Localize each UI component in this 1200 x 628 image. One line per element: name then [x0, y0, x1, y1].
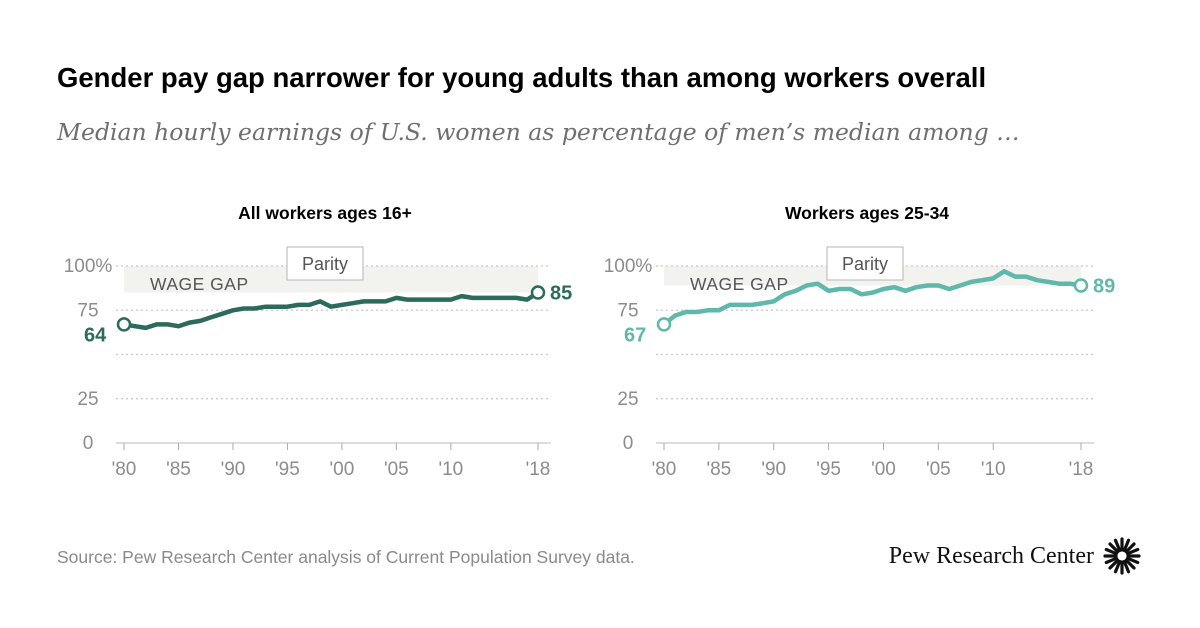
- panel1-ytick-label: 0: [83, 433, 94, 454]
- panel1-title: All workers ages 16+: [238, 203, 412, 223]
- panel1-parity-label: Parity: [302, 254, 348, 274]
- panel1-xtick-label: '10: [438, 459, 463, 480]
- panel2-xtick-label: '18: [1069, 459, 1094, 480]
- panel1-series-line: [121, 290, 541, 331]
- panel2-start-value-label: 67: [624, 324, 646, 346]
- panel2-parity-box: [826, 246, 904, 281]
- panel2-ytick-label: 100%: [604, 256, 653, 277]
- sunburst-ray: [1125, 556, 1140, 565]
- panel1-xtick-label: '18: [526, 459, 551, 480]
- panel2-xtick-label: '80: [652, 459, 677, 480]
- sunburst-ray: [1108, 542, 1120, 554]
- sunburst-ray: [1113, 559, 1122, 574]
- panel1-xtick-label: '85: [166, 459, 191, 480]
- sunburst-ray: [1122, 559, 1131, 574]
- panel1-ytick-label: 25: [77, 389, 98, 410]
- sunburst-ray: [1124, 542, 1136, 554]
- panel2-xtick-label: '10: [981, 459, 1006, 480]
- logo-text: Pew Research Center: [888, 542, 1094, 569]
- panel2-title: Workers ages 25-34: [785, 203, 949, 223]
- panel2-xtick-label: '95: [816, 459, 841, 480]
- panel2-ytick-label: 75: [617, 300, 638, 321]
- pew-logo: Pew Research Center: [889, 536, 1142, 576]
- sunburst-ray: [1122, 538, 1131, 553]
- sunburst-ray: [1104, 547, 1119, 556]
- panel2-start-point: [656, 317, 672, 332]
- sunburst-ray: [1124, 558, 1136, 570]
- panel2-wage-gap-label: WAGE GAP: [690, 274, 789, 294]
- panel1-end-point: [530, 285, 546, 300]
- panel1-xtick-label: '95: [275, 459, 300, 480]
- panel2-xtick-label: '85: [706, 459, 731, 480]
- sunburst-ray: [1113, 538, 1122, 553]
- sunburst-ray: [1108, 558, 1120, 570]
- panel1-xtick-label: '90: [221, 459, 246, 480]
- chart-subtitle: Median hourly earnings of U.S. women as …: [57, 118, 1020, 146]
- panel1-end-value-label: 85: [550, 283, 572, 305]
- sunburst-ray: [1104, 556, 1119, 565]
- panel2-xtick-label: '05: [926, 459, 951, 480]
- panel2-xtick-label: '90: [761, 459, 786, 480]
- source-note: Source: Pew Research Center analysis of …: [57, 547, 635, 567]
- panel1-start-value-label: 64: [84, 324, 107, 346]
- sunburst-ray: [1125, 547, 1140, 556]
- panel1-wage-gap-label: WAGE GAP: [150, 274, 249, 294]
- panel1-start-point: [116, 317, 132, 332]
- panel1-ytick-label: 75: [77, 300, 98, 321]
- panel2-parity-label: Parity: [842, 254, 888, 274]
- panel2-series-line: [661, 269, 1084, 327]
- panel1-parity-box: [286, 246, 364, 281]
- panel1-xtick-label: '80: [112, 459, 137, 480]
- panel2-end-point: [1073, 278, 1089, 293]
- panel2-ytick-label: 25: [617, 389, 638, 410]
- panel1-xtick-label: '05: [384, 459, 409, 480]
- panel2-xtick-label: '00: [871, 459, 896, 480]
- panel2-ytick-label: 0: [623, 433, 634, 454]
- panel1-ytick-label: 100%: [64, 256, 113, 277]
- panel2-end-value-label: 89: [1093, 275, 1115, 297]
- pew-sunburst-icon: [1103, 537, 1141, 575]
- chart-title: Gender pay gap narrower for young adults…: [57, 62, 987, 93]
- panel1-xtick-label: '00: [330, 459, 355, 480]
